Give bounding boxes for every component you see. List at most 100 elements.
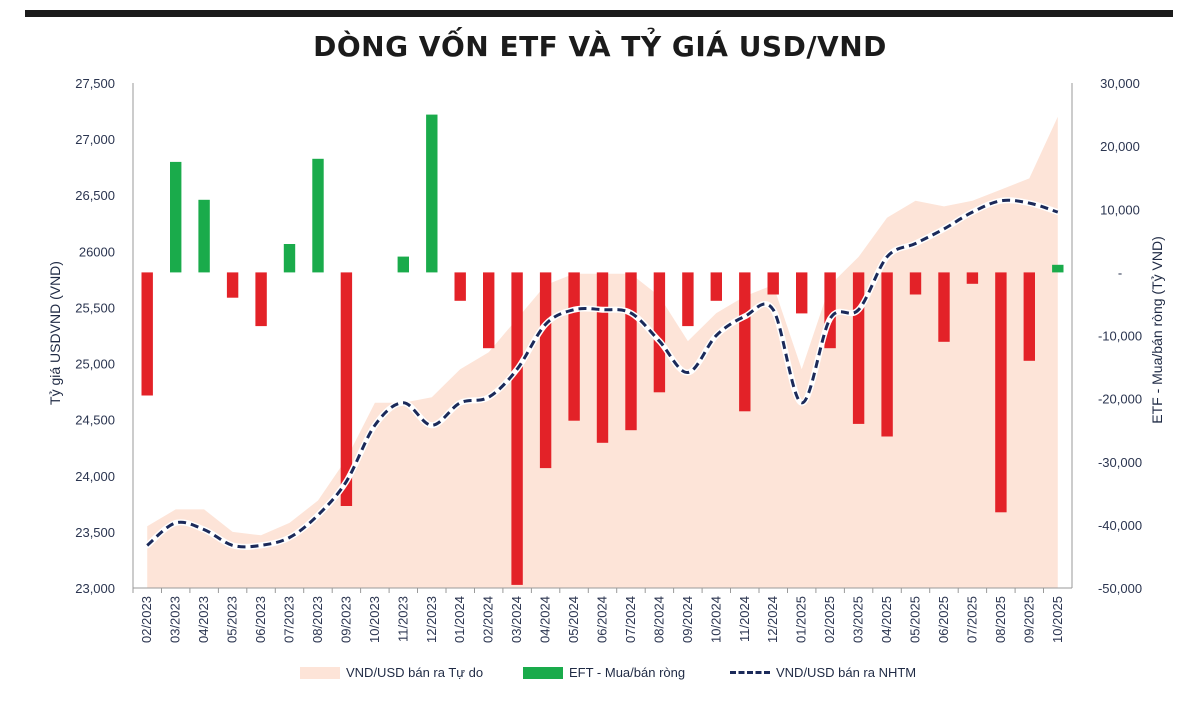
legend-swatch-area: [300, 666, 340, 679]
legend-label-free-market: VND/USD bán ra Tự do: [346, 665, 484, 680]
etf-bar-04-2024: [539, 272, 552, 469]
x-tick-label: 11/2023: [395, 596, 410, 642]
x-tick-label: 06/2025: [936, 596, 951, 643]
legend-label-bank-rate: VND/USD bán ra NHTM: [776, 665, 917, 680]
etf-bar-11-2024: [739, 272, 751, 412]
x-tick-label: 10/2023: [367, 596, 382, 643]
left-tick-label: 27,500: [75, 76, 115, 91]
etf-bar-08-2025: [995, 272, 1007, 513]
x-tick-label: 07/2023: [282, 596, 297, 643]
title-rule: [25, 10, 1173, 17]
x-tick-label: 01/2024: [452, 596, 467, 643]
legend-label-etf: EFT - Mua/bán ròng: [569, 665, 686, 680]
etf-bar-02-2023: [141, 272, 153, 396]
etf-bar-03-2023: [170, 161, 182, 273]
etf-bar-11-2023: [397, 256, 409, 273]
x-tick-label: 06/2023: [253, 596, 268, 643]
x-tick-label: 08/2025: [993, 596, 1008, 643]
x-tick-label: 02/2025: [822, 596, 837, 643]
legend: VND/USD bán ra Tự do EFT - Mua/bán ròng …: [0, 665, 1200, 689]
x-tick-label: 05/2025: [908, 596, 923, 643]
etf-bar-05-2025: [909, 272, 922, 295]
etf-bar-10-2024: [710, 272, 722, 301]
left-tick-label: 26,500: [75, 188, 115, 203]
right-tick-label: 20,000: [1100, 139, 1140, 154]
etf-bar-12-2024: [767, 272, 779, 295]
etf-bar-07-2025: [966, 272, 979, 284]
x-tick-label: 03/2023: [168, 596, 183, 643]
right-tick-label: -30,000: [1098, 455, 1142, 470]
right-tick-label: -10,000: [1098, 329, 1142, 344]
x-tick-label: 02/2024: [481, 596, 496, 643]
legend-swatch-bar: [523, 666, 563, 679]
x-tick-label: 04/2025: [879, 596, 894, 643]
etf-bar-09-2023: [340, 272, 353, 506]
chart-axes: [132, 83, 1073, 589]
etf-bar-07-2024: [625, 272, 637, 431]
etf-bar-05-2023: [226, 272, 239, 298]
right-axis-ticks: -50,000-40,000-30,000-20,000-10,000-10,0…: [1098, 76, 1142, 596]
etf-bar-01-2025: [796, 272, 808, 314]
x-tick-label: 04/2024: [538, 596, 553, 643]
legend-item-etf: EFT - Mua/bán ròng: [523, 665, 685, 680]
etf-bar-07-2023: [283, 244, 296, 273]
etf-bar-04-2025: [881, 272, 893, 437]
x-tick-label: 07/2025: [964, 596, 979, 643]
x-tick-label: 09/2024: [680, 596, 695, 643]
x-tick-label: 12/2023: [424, 596, 439, 643]
legend-swatch-line: [730, 671, 770, 674]
etf-bar-03-2025: [852, 272, 865, 424]
x-tick-label: 03/2024: [509, 596, 524, 643]
etf-bar-12-2023: [426, 114, 438, 273]
left-axis-title: Tỷ giá USDVND (VND): [47, 261, 63, 405]
left-tick-label: 27,000: [75, 132, 115, 147]
right-tick-label: -20,000: [1098, 392, 1142, 407]
left-tick-label: 25,500: [75, 300, 115, 315]
left-tick-label: 26000: [79, 244, 115, 259]
right-tick-label: -50,000: [1098, 581, 1142, 596]
right-tick-label: 10,000: [1100, 202, 1140, 217]
x-tick-label: 10/2024: [708, 596, 723, 643]
etf-bar-04-2023: [198, 199, 210, 273]
etf-bars: [141, 114, 1064, 585]
x-tick-label: 08/2023: [310, 596, 325, 643]
x-tick-label: 01/2025: [794, 596, 809, 643]
left-tick-label: 24,000: [75, 469, 115, 484]
etf-bar-06-2023: [255, 272, 267, 327]
etf-bar-10-2025: [1052, 264, 1064, 273]
right-tick-label: -: [1118, 265, 1122, 280]
x-tick-label: 12/2024: [765, 596, 780, 643]
etf-bar-08-2023: [312, 158, 324, 273]
etf-bar-09-2024: [682, 272, 694, 327]
x-tick-label: 11/2024: [737, 596, 752, 642]
legend-item-free-market: VND/USD bán ra Tự do: [300, 665, 483, 680]
etf-bar-05-2024: [568, 272, 580, 421]
bank-rate-line-path: [146, 198, 1059, 549]
x-tick-label: 06/2024: [595, 596, 610, 643]
chart-title: DÒNG VỐN ETF VÀ TỶ GIÁ USD/VND: [313, 30, 887, 63]
left-tick-label: 25,000: [75, 357, 115, 372]
x-tick-label: 10/2025: [1050, 596, 1065, 643]
x-tick-label: 05/2024: [566, 596, 581, 643]
etf-bar-08-2024: [653, 272, 666, 393]
x-tick-label: 09/2025: [1021, 596, 1036, 643]
x-axis-ticks: 02/2023 03/2023 04/2023 05/2023 06/2023 07/20…: [132, 588, 1065, 643]
right-tick-label: 30,000: [1100, 76, 1140, 91]
x-tick-label: 04/2023: [196, 596, 211, 643]
right-tick-label: -40,000: [1098, 518, 1142, 533]
right-axis-title: ETF - Mua/bán ròng (Tỷ VND): [1149, 236, 1165, 424]
left-axis-ticks: 23,000 23,500 24,000 24,500 25,000 25,500 2600…: [75, 76, 115, 596]
etf-bar-02-2025: [824, 272, 836, 349]
left-tick-label: 23,000: [75, 581, 115, 596]
etf-bar-09-2025: [1023, 272, 1035, 361]
etf-bar-06-2024: [596, 272, 609, 443]
left-tick-label: 24,500: [75, 413, 115, 428]
x-tick-label: 07/2024: [623, 596, 638, 643]
left-tick-label: 23,500: [75, 525, 115, 540]
x-tick-label: 09/2023: [338, 596, 353, 643]
x-tick-label: 03/2025: [851, 596, 866, 643]
etf-bar-03-2024: [511, 272, 523, 585]
x-tick-label: 08/2024: [651, 596, 666, 643]
bank-rate-line: [144, 197, 1061, 550]
